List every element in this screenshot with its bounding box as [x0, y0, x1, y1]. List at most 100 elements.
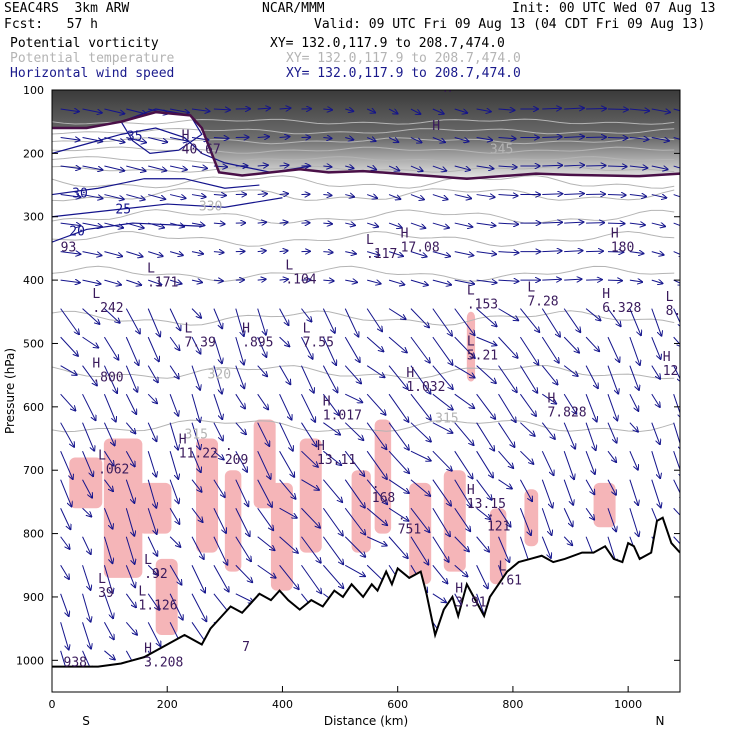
wind-speed-label: 35: [127, 130, 143, 145]
wind-arrow: [279, 393, 292, 419]
wind-arrow: [541, 365, 557, 385]
extrema-kind-label: H: [179, 433, 187, 448]
wind-arrow: [169, 507, 179, 524]
y-tick-label: 800: [23, 528, 44, 541]
wind-arrow: [607, 280, 622, 281]
wind-arrow: [345, 252, 356, 254]
pv-blob: [69, 457, 103, 509]
wind-arrow: [323, 223, 332, 224]
extrema-value-label: 13.15: [467, 497, 506, 512]
wind-arrow: [476, 393, 496, 419]
x-tick-label: 1000: [614, 698, 642, 711]
wind-arrow: [410, 279, 428, 285]
wind-arrow: [125, 508, 134, 536]
stratosphere-area: [52, 90, 680, 179]
wind-arrow: [104, 194, 123, 200]
wind-arrow: [235, 564, 252, 582]
wind-arrow: [607, 479, 616, 495]
wind-arrow: [169, 336, 179, 350]
wind-arrow: [191, 195, 206, 197]
wind-arrow: [279, 108, 291, 109]
wind-arrow: [60, 138, 80, 141]
wind-arrow: [148, 165, 166, 171]
wind-arrow: [651, 109, 670, 112]
wind-arrow: [235, 365, 245, 389]
wind-arrow: [498, 195, 518, 196]
wind-arrow: [82, 451, 94, 476]
wind-arrow: [191, 336, 200, 353]
y-tick-label: 1000: [16, 654, 44, 667]
wind-arrow: [542, 279, 561, 280]
wind-arrow: [169, 194, 185, 199]
wind-arrow: [673, 365, 680, 382]
wind-arrow: [82, 194, 103, 199]
theta-contour: [52, 209, 675, 225]
wind-arrow: [607, 394, 617, 420]
wind-arrow: [629, 109, 649, 111]
extrema-kind-label: .: [225, 439, 233, 454]
wind-arrow: [235, 393, 245, 408]
wind-arrow: [476, 336, 497, 345]
wind-arrow: [454, 279, 474, 284]
wind-arrow: [257, 108, 270, 109]
wind-arrow: [235, 593, 254, 603]
extrema-value-label: .242: [92, 301, 123, 316]
wind-arrow: [541, 422, 555, 439]
wind-arrow: [651, 451, 660, 478]
extrema-kind-label: H: [406, 366, 414, 381]
wind-arrow: [148, 251, 162, 257]
theta-contour: [52, 146, 675, 154]
extrema-kind-label: H: [547, 391, 555, 406]
wind-arrow: [542, 137, 561, 138]
wind-arrow: [279, 536, 298, 553]
wind-arrow: [344, 336, 359, 362]
wind-arrow: [148, 194, 165, 200]
wind-arrow: [104, 308, 119, 323]
wind-arrow: [519, 336, 538, 365]
wind-arrow: [235, 508, 250, 536]
wind-arrow: [388, 279, 404, 285]
wind-arrow: [235, 479, 248, 506]
wind-arrow: [125, 308, 140, 334]
extrema-value-label: 180: [611, 241, 634, 256]
wind-arrow: [410, 536, 428, 565]
extrema-value-label: 1.017: [323, 409, 362, 424]
wind-arrow: [541, 536, 551, 558]
wind-arrow: [454, 507, 470, 531]
wind-arrow: [388, 308, 406, 320]
wind-arrow: [564, 279, 581, 280]
extrema-value-label: 6.328: [602, 301, 641, 316]
wind-arrow: [213, 252, 224, 253]
wind-arrow: [103, 393, 115, 421]
wind-arrow: [366, 138, 375, 142]
wind-arrow: [126, 108, 146, 114]
wind-arrow: [388, 393, 408, 422]
wind-arrow: [169, 308, 180, 331]
wind-arrow: [520, 450, 533, 464]
wind-arrow: [651, 195, 667, 198]
wind-arrow: [257, 507, 274, 530]
wind-arrow: [410, 336, 430, 362]
wind-arrow: [169, 393, 178, 416]
wind-arrow: [651, 308, 662, 336]
wind-arrow: [213, 195, 226, 196]
wind-arrow: [257, 222, 267, 223]
wind-arrow: [454, 422, 474, 445]
wind-arrow: [498, 507, 511, 526]
wind-arrow: [125, 336, 138, 365]
wind-arrow: [432, 536, 449, 562]
wind-arrow: [279, 194, 288, 195]
wind-arrow: [213, 138, 229, 139]
extrema-kind-label: L: [92, 287, 100, 302]
wind-arrow: [104, 165, 124, 171]
wind-arrow: [322, 393, 338, 415]
wind-arrow: [498, 223, 519, 224]
wind-arrow: [541, 450, 553, 475]
wind-arrow: [82, 593, 91, 622]
theta-label: 315: [185, 428, 208, 443]
wind-arrow: [191, 565, 205, 592]
wind-arrow: [60, 622, 69, 649]
wind-arrow: [585, 308, 600, 321]
wind-arrow: [585, 365, 598, 388]
wind-arrow: [629, 451, 638, 469]
